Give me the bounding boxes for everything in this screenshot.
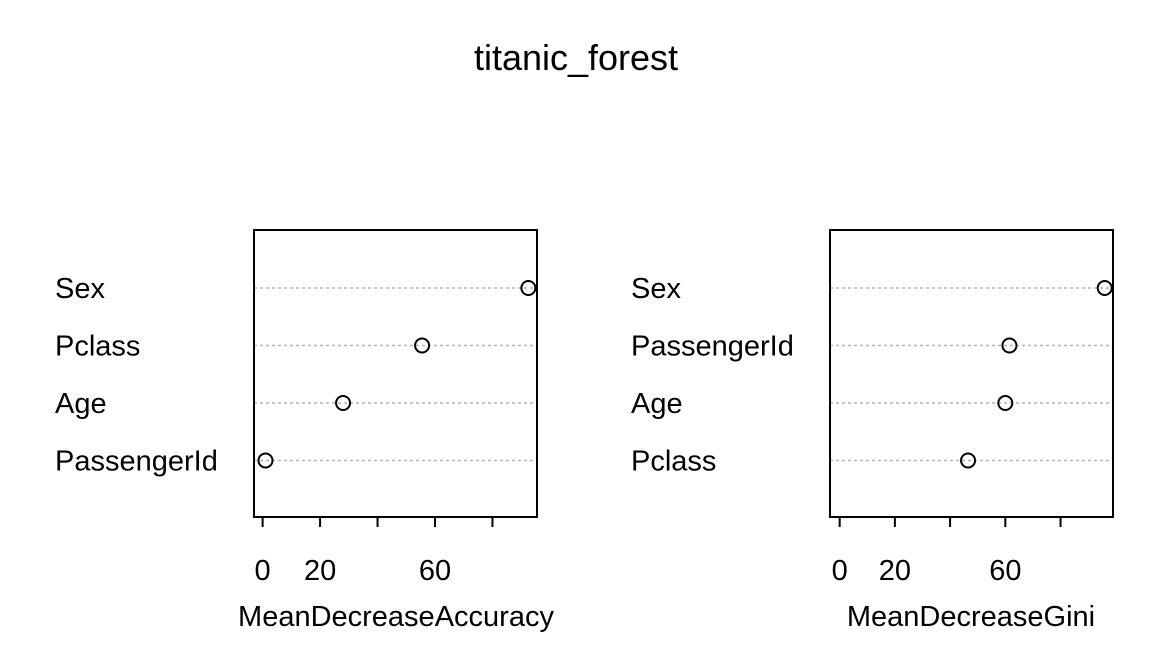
category-label: PassengerId: [55, 446, 218, 478]
x-tick-label: 60: [419, 555, 451, 587]
category-label: Pclass: [631, 446, 716, 478]
category-label: Age: [55, 388, 107, 420]
chart-title: titanic_forest: [474, 37, 678, 78]
plot-frame: [253, 229, 538, 518]
category-label: Pclass: [55, 331, 140, 363]
data-point: [960, 452, 977, 469]
data-point: [335, 395, 352, 411]
panel-mean-decrease-gini: Sex PassengerId Age Pclass 0 20 60 MeanDecrease…: [631, 229, 1114, 633]
panel-mean-decrease-accuracy: Sex Pclass Age PassengerId 0 20 60 MeanDecrease…: [55, 229, 554, 633]
x-tick-label: 0: [832, 555, 848, 587]
data-point: [414, 337, 431, 354]
data-point: [1001, 337, 1018, 354]
x-tick-label: 20: [879, 555, 911, 587]
data-point: [520, 280, 537, 296]
x-axis-label: MeanDecreaseAccuracy: [238, 601, 554, 633]
data-point: [997, 395, 1014, 411]
category-label: Age: [631, 388, 683, 420]
category-label: Sex: [55, 273, 105, 305]
x-tick-label: 20: [304, 555, 336, 587]
plot-frame: [829, 229, 1114, 518]
category-label: Sex: [631, 273, 681, 305]
data-point: [1096, 280, 1113, 296]
x-tick-label: 60: [989, 555, 1021, 587]
x-axis-label: MeanDecreaseGini: [847, 601, 1095, 633]
category-label: PassengerId: [631, 331, 794, 363]
x-tick-label: 0: [255, 555, 271, 587]
data-point: [257, 452, 274, 469]
